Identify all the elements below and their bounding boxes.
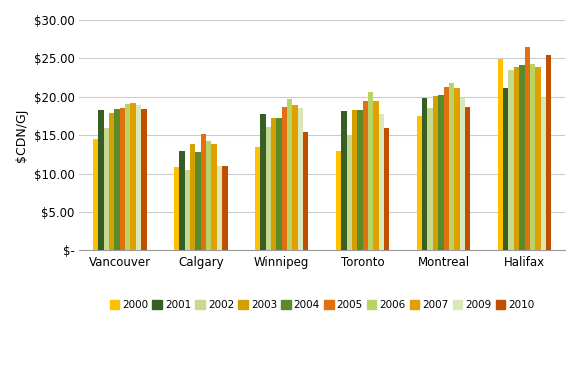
Bar [535,67,541,250]
Bar [130,103,136,250]
Bar [190,144,195,250]
Bar [449,83,454,250]
Bar [503,88,509,250]
Bar [201,134,206,250]
Bar [346,135,352,250]
Bar [174,167,179,250]
Bar [217,166,222,250]
Bar [379,114,384,250]
Bar [357,110,362,250]
Bar [195,152,201,250]
Bar [427,108,433,250]
Bar [514,67,519,250]
Legend: 2000, 2001, 2002, 2003, 2004, 2005, 2006, 2007, 2009, 2010: 2000, 2001, 2002, 2003, 2004, 2005, 2006… [106,296,539,314]
Bar [99,110,104,250]
Bar [352,110,357,250]
Bar [433,96,438,250]
Bar [114,109,119,250]
Bar [530,64,535,250]
Bar [212,144,217,250]
Bar [119,108,125,250]
Bar [417,116,422,250]
Bar [422,98,427,250]
Bar [384,128,389,250]
Y-axis label: $CDN/GJ: $CDN/GJ [15,108,28,162]
Bar [93,139,99,250]
Bar [509,70,514,250]
Bar [292,105,298,250]
Bar [362,101,368,250]
Bar [546,55,552,250]
Bar [438,95,444,250]
Bar [368,92,374,250]
Bar [206,141,212,250]
Bar [136,105,141,250]
Bar [141,109,147,250]
Bar [109,113,114,250]
Bar [498,59,503,250]
Bar [266,128,271,250]
Bar [179,151,184,250]
Bar [541,98,546,250]
Bar [460,98,465,250]
Bar [260,114,266,250]
Bar [276,118,282,250]
Bar [282,107,287,250]
Bar [374,101,379,250]
Bar [287,99,292,250]
Bar [125,104,130,250]
Bar [519,64,524,250]
Bar [222,166,227,250]
Bar [271,118,276,250]
Bar [184,170,190,250]
Bar [465,107,470,250]
Bar [303,132,309,250]
Bar [454,88,460,250]
Bar [336,151,341,250]
Bar [104,128,109,250]
Bar [524,47,530,250]
Bar [444,87,449,250]
Bar [341,111,346,250]
Bar [255,147,260,250]
Bar [298,108,303,250]
